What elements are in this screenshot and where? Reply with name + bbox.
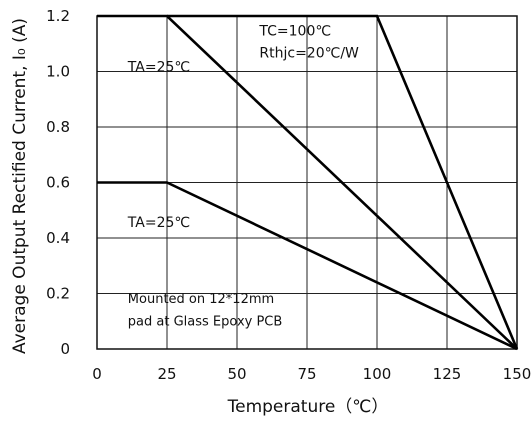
x-axis-label: Temperature（℃） — [227, 397, 389, 417]
x-tick-label-1: 25 — [157, 365, 176, 383]
x-tick-label-5: 125 — [433, 365, 462, 383]
y-tick-label-6: 1.2 — [46, 7, 70, 25]
annotation-4: Mounted on 12*12mm — [128, 292, 274, 307]
y-tick-label-1: 0.2 — [46, 285, 70, 303]
x-tick-label-6: 150 — [503, 365, 531, 383]
y-tick-label-5: 1.0 — [46, 63, 70, 81]
derating-curve-2 — [167, 14, 519, 350]
y-tick-label-3: 0.6 — [46, 174, 70, 192]
annotation-1: TC=100℃ — [258, 23, 331, 39]
derating-curve-3 — [97, 181, 518, 351]
annotations: TA=25℃ TC=100℃ Rthjc=20℃/W TA=25℃ Mounted on… — [127, 23, 359, 329]
y-tick-label-4: 0.8 — [46, 118, 70, 136]
series-lines — [97, 14, 519, 351]
x-tick-label-2: 50 — [227, 365, 246, 383]
y-axis-label: Average Output Rectified Current, I₀ (A) — [10, 18, 30, 354]
annotation-3: TA=25℃ — [127, 215, 190, 231]
y-tick-label-0: 0 — [60, 340, 70, 358]
x-tick-labels: 0 25 50 75 100 125 150 — [92, 365, 531, 383]
x-tick-label-3: 75 — [297, 365, 316, 383]
annotation-0: TA=25℃ — [127, 60, 190, 76]
annotation-5: pad at Glass Epoxy PCB — [128, 314, 283, 329]
x-tick-label-0: 0 — [92, 365, 102, 383]
annotation-2: Rthjc=20℃/W — [259, 46, 359, 62]
x-tick-label-4: 100 — [363, 365, 392, 383]
y-tick-label-2: 0.4 — [46, 229, 70, 247]
y-tick-labels: 0 0.2 0.4 0.6 0.8 1.0 1.2 — [46, 7, 70, 358]
